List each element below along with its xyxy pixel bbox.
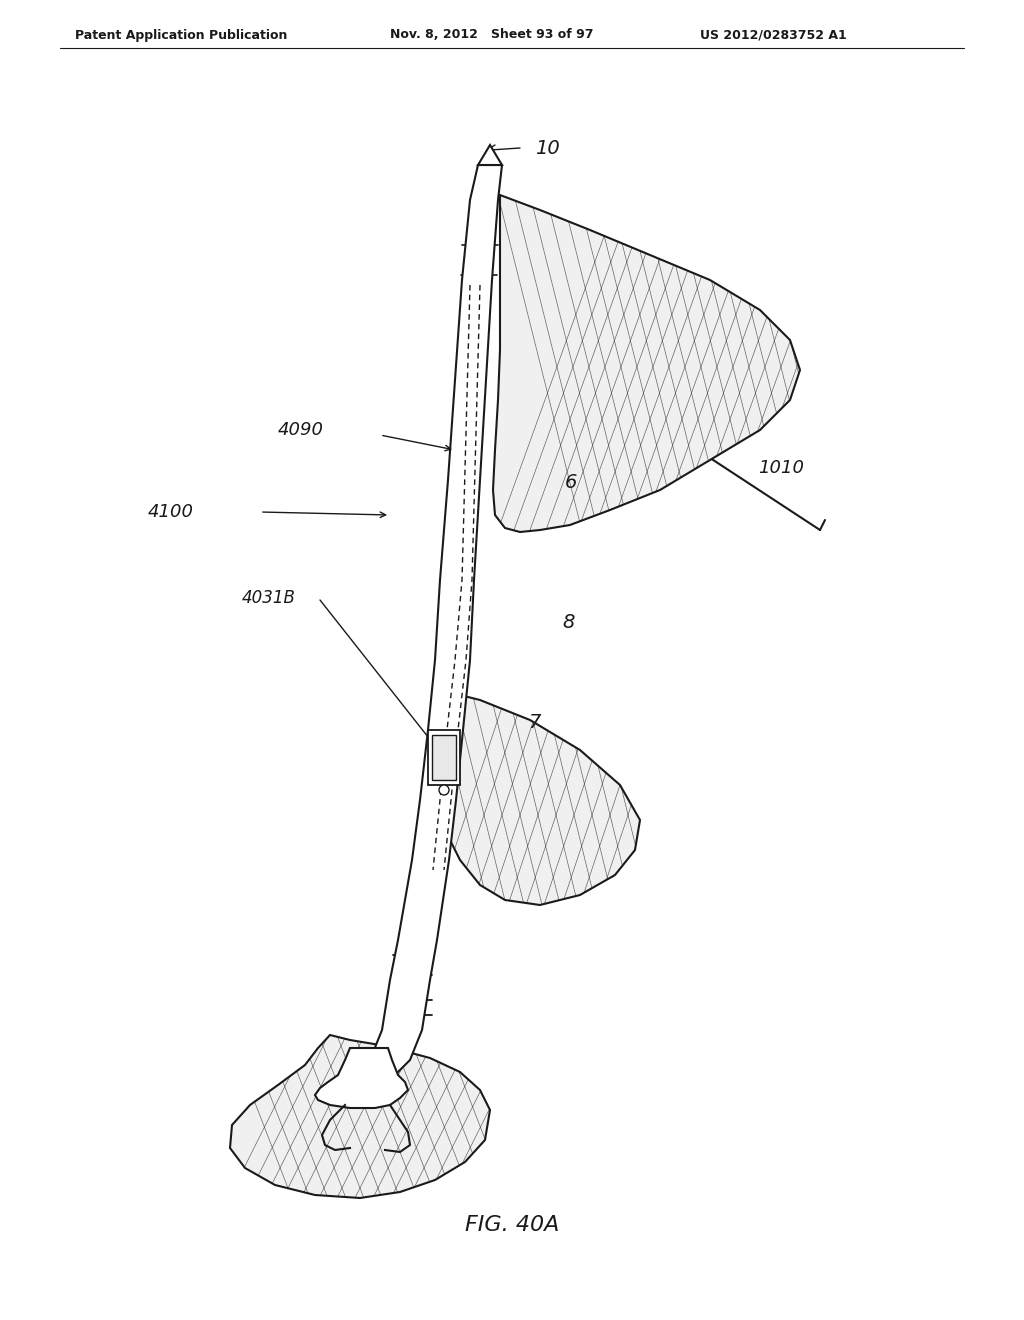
Text: US 2012/0283752 A1: US 2012/0283752 A1	[700, 29, 847, 41]
Polygon shape	[432, 735, 456, 780]
Text: Nov. 8, 2012   Sheet 93 of 97: Nov. 8, 2012 Sheet 93 of 97	[390, 29, 594, 41]
Text: 6: 6	[565, 474, 578, 492]
Polygon shape	[432, 690, 640, 906]
Text: 10: 10	[535, 139, 560, 157]
Text: 1010: 1010	[758, 459, 804, 477]
Text: 4090: 4090	[278, 421, 324, 440]
Text: 4031B: 4031B	[242, 589, 296, 607]
Polygon shape	[230, 1035, 490, 1199]
Text: 4100: 4100	[148, 503, 194, 521]
Text: FIG. 40A: FIG. 40A	[465, 1214, 559, 1236]
Polygon shape	[428, 730, 460, 785]
Text: 7: 7	[528, 714, 541, 733]
Polygon shape	[493, 195, 800, 532]
Polygon shape	[315, 1048, 408, 1107]
Text: 8: 8	[562, 612, 574, 631]
Polygon shape	[478, 145, 502, 165]
Circle shape	[439, 785, 449, 795]
Text: Patent Application Publication: Patent Application Publication	[75, 29, 288, 41]
Polygon shape	[355, 165, 502, 1074]
